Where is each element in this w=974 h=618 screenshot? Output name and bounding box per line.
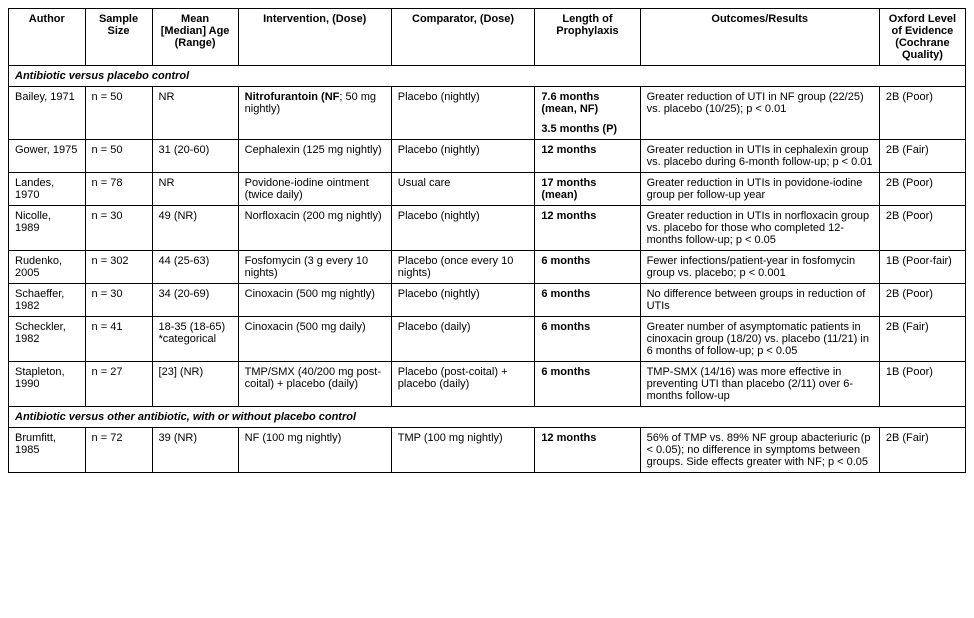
cell-evidence: 2B (Poor) (879, 173, 965, 206)
cell-sample: n = 72 (85, 428, 152, 473)
cell-sample: n = 302 (85, 251, 152, 284)
cell-evidence: 2B (Fair) (879, 317, 965, 362)
cell-comparator: Usual care (391, 173, 535, 206)
cell-outcomes: TMP-SMX (14/16) was more effective in pr… (640, 362, 879, 407)
cell-length: 7.6 months (mean, NF)3.5 months (P) (535, 87, 640, 140)
cell-age: NR (152, 87, 238, 140)
cell-intervention: Nitrofurantoin (NF; 50 mg nightly) (238, 87, 391, 140)
header-age: Mean [Median] Age (Range) (152, 9, 238, 66)
table-row: Landes, 1970n = 78NRPovidone-iodine oint… (9, 173, 966, 206)
cell-outcomes: Greater reduction of UTI in NF group (22… (640, 87, 879, 140)
cell-author: Scheckler, 1982 (9, 317, 86, 362)
cell-sample: n = 30 (85, 284, 152, 317)
cell-evidence: 2B (Fair) (879, 140, 965, 173)
cell-evidence: 2B (Poor) (879, 206, 965, 251)
cell-length: 6 months (535, 284, 640, 317)
cell-age: NR (152, 173, 238, 206)
cell-age: [23] (NR) (152, 362, 238, 407)
cell-outcomes: No difference between groups in reductio… (640, 284, 879, 317)
cell-intervention: Povidone-iodine ointment (twice daily) (238, 173, 391, 206)
cell-evidence: 1B (Poor-fair) (879, 251, 965, 284)
table-row: Schaeffer, 1982n = 3034 (20-69)Cinoxacin… (9, 284, 966, 317)
table-body: Antibiotic versus placebo controlBailey,… (9, 66, 966, 473)
cell-length: 12 months (535, 428, 640, 473)
cell-age: 44 (25-63) (152, 251, 238, 284)
cell-length: 12 months (535, 140, 640, 173)
cell-author: Stapleton, 1990 (9, 362, 86, 407)
evidence-table: Author Sample Size Mean [Median] Age (Ra… (8, 8, 966, 473)
header-length: Length of Prophylaxis (535, 9, 640, 66)
cell-intervention: NF (100 mg nightly) (238, 428, 391, 473)
section-header-row: Antibiotic versus placebo control (9, 66, 966, 87)
cell-evidence: 2B (Fair) (879, 428, 965, 473)
cell-author: Rudenko, 2005 (9, 251, 86, 284)
cell-sample: n = 27 (85, 362, 152, 407)
cell-comparator: Placebo (once every 10 nights) (391, 251, 535, 284)
cell-comparator: Placebo (nightly) (391, 87, 535, 140)
cell-intervention: Cinoxacin (500 mg daily) (238, 317, 391, 362)
cell-outcomes: Greater reduction in UTIs in cephalexin … (640, 140, 879, 173)
cell-intervention: Cinoxacin (500 mg nightly) (238, 284, 391, 317)
cell-age: 34 (20-69) (152, 284, 238, 317)
cell-length: 6 months (535, 362, 640, 407)
cell-author: Schaeffer, 1982 (9, 284, 86, 317)
cell-evidence: 2B (Poor) (879, 284, 965, 317)
cell-length: 6 months (535, 317, 640, 362)
cell-sample: n = 50 (85, 87, 152, 140)
cell-comparator: TMP (100 mg nightly) (391, 428, 535, 473)
cell-length: 12 months (535, 206, 640, 251)
header-outcomes: Outcomes/Results (640, 9, 879, 66)
table-row: Bailey, 1971n = 50NRNitrofurantoin (NF; … (9, 87, 966, 140)
table-row: Gower, 1975n = 5031 (20-60)Cephalexin (1… (9, 140, 966, 173)
section-header-cell: Antibiotic versus placebo control (9, 66, 966, 87)
cell-comparator: Placebo (daily) (391, 317, 535, 362)
cell-outcomes: Fewer infections/patient-year in fosfomy… (640, 251, 879, 284)
cell-author: Gower, 1975 (9, 140, 86, 173)
cell-comparator: Placebo (nightly) (391, 284, 535, 317)
cell-age: 18-35 (18-65) *categorical (152, 317, 238, 362)
cell-outcomes: 56% of TMP vs. 89% NF group abacteriuric… (640, 428, 879, 473)
cell-comparator: Placebo (nightly) (391, 206, 535, 251)
cell-outcomes: Greater reduction in UTIs in norfloxacin… (640, 206, 879, 251)
cell-comparator: Placebo (nightly) (391, 140, 535, 173)
cell-sample: n = 50 (85, 140, 152, 173)
cell-outcomes: Greater number of asymptomatic patients … (640, 317, 879, 362)
cell-age: 39 (NR) (152, 428, 238, 473)
header-row: Author Sample Size Mean [Median] Age (Ra… (9, 9, 966, 66)
cell-evidence: 1B (Poor) (879, 362, 965, 407)
cell-intervention: Cephalexin (125 mg nightly) (238, 140, 391, 173)
cell-length: 6 months (535, 251, 640, 284)
cell-author: Landes, 1970 (9, 173, 86, 206)
header-author: Author (9, 9, 86, 66)
header-evidence: Oxford Level of Evidence (Cochrane Quali… (879, 9, 965, 66)
cell-intervention: Norfloxacin (200 mg nightly) (238, 206, 391, 251)
cell-author: Nicolle, 1989 (9, 206, 86, 251)
section-header-row: Antibiotic versus other antibiotic, with… (9, 407, 966, 428)
header-comparator: Comparator, (Dose) (391, 9, 535, 66)
cell-outcomes: Greater reduction in UTIs in povidone-io… (640, 173, 879, 206)
cell-intervention: TMP/SMX (40/200 mg post-coital) + placeb… (238, 362, 391, 407)
cell-sample: n = 41 (85, 317, 152, 362)
table-row: Rudenko, 2005n = 30244 (25-63)Fosfomycin… (9, 251, 966, 284)
cell-author: Bailey, 1971 (9, 87, 86, 140)
cell-age: 49 (NR) (152, 206, 238, 251)
table-row: Scheckler, 1982n = 4118-35 (18-65) *cate… (9, 317, 966, 362)
cell-age: 31 (20-60) (152, 140, 238, 173)
table-row: Stapleton, 1990n = 27[23] (NR)TMP/SMX (4… (9, 362, 966, 407)
table-row: Nicolle, 1989n = 3049 (NR)Norfloxacin (2… (9, 206, 966, 251)
cell-comparator: Placebo (post-coital) + placebo (daily) (391, 362, 535, 407)
header-sample: Sample Size (85, 9, 152, 66)
section-header-cell: Antibiotic versus other antibiotic, with… (9, 407, 966, 428)
cell-evidence: 2B (Poor) (879, 87, 965, 140)
cell-sample: n = 78 (85, 173, 152, 206)
header-intervention: Intervention, (Dose) (238, 9, 391, 66)
cell-length: 17 months (mean) (535, 173, 640, 206)
cell-intervention: Fosfomycin (3 g every 10 nights) (238, 251, 391, 284)
cell-author: Brumfitt, 1985 (9, 428, 86, 473)
table-row: Brumfitt, 1985n = 7239 (NR)NF (100 mg ni… (9, 428, 966, 473)
cell-sample: n = 30 (85, 206, 152, 251)
